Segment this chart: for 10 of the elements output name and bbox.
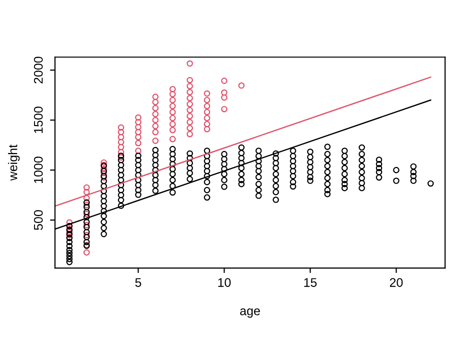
y-tick-label: 1000 bbox=[34, 156, 43, 184]
y-tick-label: 1500 bbox=[34, 106, 43, 134]
y-tick-label: 500 bbox=[34, 210, 43, 230]
x-tick-label: 10 bbox=[218, 278, 231, 287]
x-axis-title: age bbox=[240, 308, 260, 318]
x-tick-label: 20 bbox=[390, 278, 403, 287]
x-tick-label: 5 bbox=[135, 278, 142, 287]
y-tick-label: 2000 bbox=[34, 56, 43, 84]
x-tick-label: 15 bbox=[304, 278, 317, 287]
y-axis-title: weight bbox=[8, 144, 20, 181]
